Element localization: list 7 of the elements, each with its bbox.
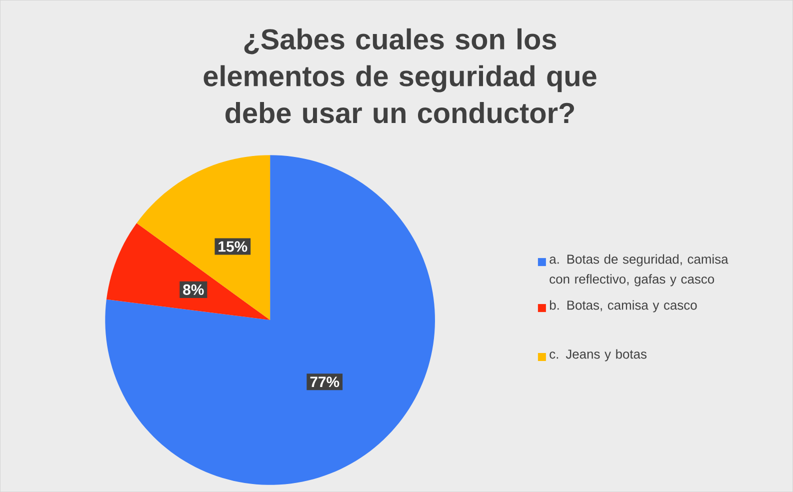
legend-label: b. Botas, camisa y casco	[550, 300, 697, 312]
data-label: 77%	[310, 376, 340, 388]
data-label: 8%	[183, 284, 204, 295]
chart-title: ¿Sabes cuales son los elementos de seguridad que debe usar un conductor?	[204, 28, 596, 124]
legend-label: a. Botas de seguridad, camisa con reflectivo, gafas y casco	[550, 254, 728, 286]
legend-label: c. Jeans y botas	[550, 349, 647, 362]
data-label: 15%	[218, 241, 248, 252]
